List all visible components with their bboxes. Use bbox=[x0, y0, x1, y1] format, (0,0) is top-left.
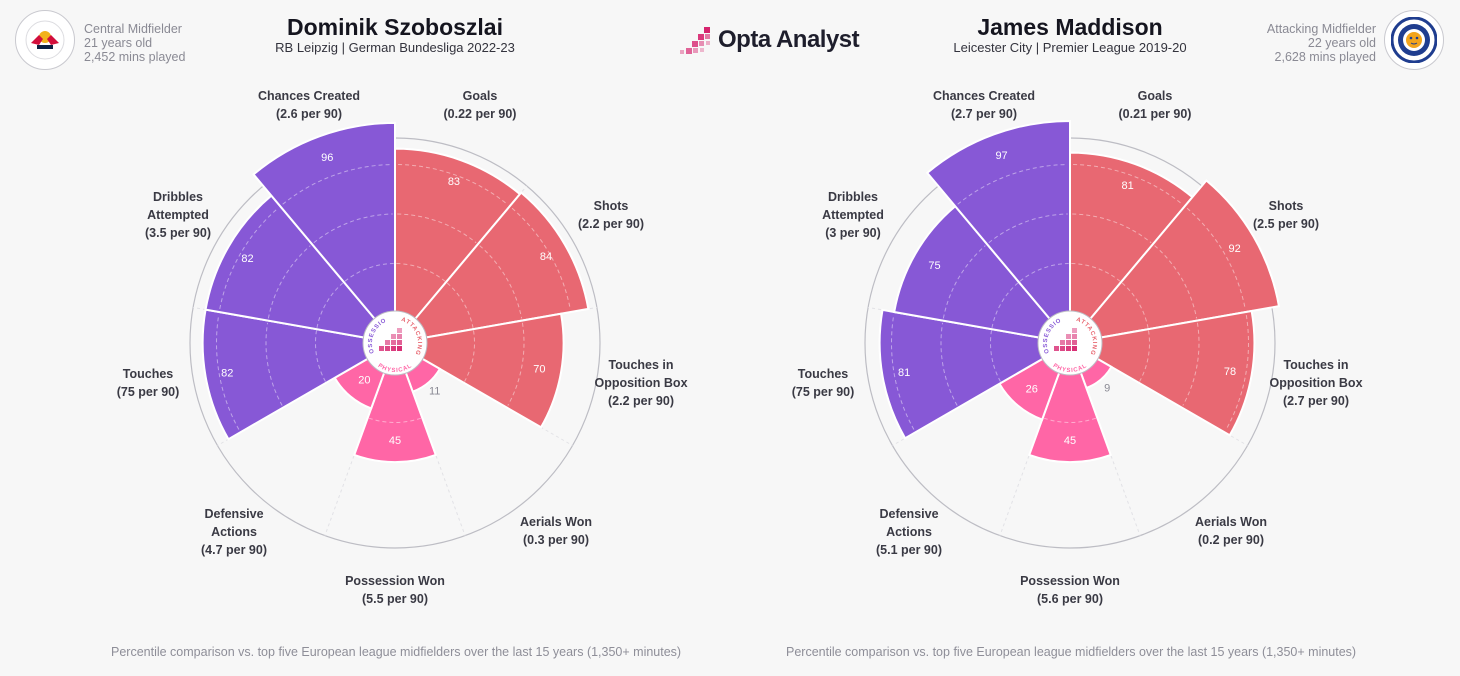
right-category-label-aerials-won: Aerials Won (0.2 per 90) bbox=[1195, 515, 1267, 547]
left-category-label-touches: Touches (75 per 90) bbox=[117, 367, 180, 399]
left-category-label-defensive-actions: Defensive Actions (4.7 per 90) bbox=[201, 507, 267, 557]
left-bar-gridline bbox=[511, 207, 571, 310]
left-chart-footnote: Percentile comparison vs. top five Europ… bbox=[111, 645, 682, 659]
left-player-age: 21 years old bbox=[84, 36, 153, 50]
left-value-label: 82 bbox=[221, 368, 233, 380]
right-player-position: Attacking Midfielder bbox=[1266, 22, 1376, 36]
right-bar-gridline bbox=[1154, 245, 1198, 319]
left-category-label-touches-in-opposition-box: Touches in Opposition Box (2.2 per 90) bbox=[594, 358, 687, 408]
right-player-subtitle: Leicester City | Premier League 2019-20 bbox=[953, 40, 1187, 55]
left-category-label-dribbles-attempted: Dribbles Attempted (3.5 per 90) bbox=[145, 190, 211, 240]
left-value-label: 84 bbox=[540, 251, 552, 263]
left-bar-gridline bbox=[479, 245, 523, 319]
right-category-label-possession-won: Possession Won (5.6 per 90) bbox=[1020, 574, 1120, 606]
right-bar-gridline bbox=[1225, 314, 1249, 430]
left-category-label-possession-won: Possession Won (5.5 per 90) bbox=[345, 574, 445, 606]
right-player-age: 22 years old bbox=[1307, 36, 1376, 50]
left-bar-gridline bbox=[313, 213, 393, 244]
right-category-label-touches: Touches (75 per 90) bbox=[792, 367, 855, 399]
left-player-radar-chart: 838470114520828296POSSESSIONATTACKINGPHY… bbox=[117, 76, 688, 606]
right-value-label: 81 bbox=[898, 367, 910, 379]
left-spoke bbox=[404, 371, 466, 536]
left-bar-gridline bbox=[267, 245, 311, 319]
right-value-label: 97 bbox=[995, 150, 1007, 162]
brand-name: Opta Analyst bbox=[718, 26, 860, 53]
leicester-city-badge bbox=[1384, 10, 1444, 70]
right-value-label: 9 bbox=[1104, 382, 1110, 394]
left-value-label: 83 bbox=[448, 176, 460, 188]
right-chart-footnote: Percentile comparison vs. top five Europ… bbox=[786, 645, 1357, 659]
right-value-label: 45 bbox=[1064, 435, 1076, 447]
rb-leipzig-badge bbox=[15, 10, 75, 70]
left-player-position: Central Midfielder bbox=[84, 22, 182, 36]
left-spoke bbox=[324, 371, 386, 536]
right-bar-gridline bbox=[1073, 164, 1183, 205]
left-player-name: Dominik Szoboszlai bbox=[287, 14, 503, 40]
left-value-label: 70 bbox=[533, 363, 545, 375]
left-bar-gridline bbox=[216, 314, 240, 430]
right-player-minutes: 2,628 mins played bbox=[1274, 50, 1376, 64]
rb-leipzig-logo-icon bbox=[25, 20, 65, 60]
left-player-meta: Central Midfielder 21 years old 2,452 mi… bbox=[84, 22, 185, 64]
right-value-label: 78 bbox=[1224, 366, 1236, 378]
left-center-logo-icon bbox=[379, 328, 402, 351]
right-bar-gridline bbox=[988, 213, 1068, 244]
leicester-city-crest-icon bbox=[1391, 17, 1437, 63]
right-player-name: James Maddison bbox=[977, 14, 1163, 40]
right-value-label: 75 bbox=[928, 260, 940, 272]
left-value-label: 45 bbox=[389, 435, 401, 447]
right-bar-gridline bbox=[1186, 207, 1246, 310]
left-category-label-chances-created: Chances Created (2.6 per 90) bbox=[258, 89, 360, 121]
right-bar-gridline bbox=[1182, 322, 1200, 406]
right-value-label: 26 bbox=[1026, 384, 1038, 396]
left-value-label: 11 bbox=[429, 385, 440, 397]
left-category-label-shots: Shots (2.2 per 90) bbox=[578, 199, 644, 231]
left-bar-gridline bbox=[397, 213, 477, 244]
left-player-subtitle: RB Leipzig | German Bundesliga 2022-23 bbox=[275, 40, 515, 55]
left-value-label: 20 bbox=[358, 374, 370, 386]
right-category-label-touches-in-opposition-box: Touches in Opposition Box (2.7 per 90) bbox=[1269, 358, 1362, 408]
left-player-minutes: 2,452 mins played bbox=[84, 50, 186, 64]
right-value-label: 81 bbox=[1121, 180, 1133, 192]
left-center-label: PHYSICAL bbox=[377, 363, 414, 374]
left-value-label: 82 bbox=[241, 253, 253, 265]
right-player-meta: Attacking Midfielder 22 years old 2,628 … bbox=[1267, 22, 1376, 64]
right-category-label-goals: Goals (0.21 per 90) bbox=[1119, 89, 1192, 121]
right-bar-gridline bbox=[940, 322, 958, 406]
right-category-label-defensive-actions: Defensive Actions (5.1 per 90) bbox=[876, 507, 942, 557]
right-center-label: PHYSICAL bbox=[1052, 363, 1089, 374]
opta-analyst-logo: Opta Analyst bbox=[680, 24, 860, 56]
right-category-label-chances-created: Chances Created (2.7 per 90) bbox=[933, 89, 1035, 121]
left-bar-gridline bbox=[265, 322, 283, 406]
right-bar-gridline bbox=[1072, 213, 1152, 244]
right-category-label-shots: Shots (2.5 per 90) bbox=[1253, 199, 1319, 231]
right-bar-gridline bbox=[942, 245, 986, 319]
left-category-label-goals: Goals (0.22 per 90) bbox=[444, 89, 517, 121]
right-spoke bbox=[1079, 371, 1141, 536]
right-player-radar-chart: 81927894526817597POSSESSIONATTACKINGPHYS… bbox=[792, 76, 1363, 606]
left-value-label: 96 bbox=[321, 152, 333, 164]
right-spoke bbox=[999, 371, 1061, 536]
right-bar-gridline bbox=[957, 164, 1067, 205]
right-value-label: 92 bbox=[1229, 243, 1241, 255]
left-spoke bbox=[420, 357, 573, 446]
left-bar-gridline bbox=[398, 164, 508, 205]
right-center-logo-icon bbox=[1054, 328, 1077, 351]
left-bar-gridline bbox=[507, 322, 525, 406]
left-bar-gridline bbox=[282, 164, 392, 205]
left-category-label-aerials-won: Aerials Won (0.3 per 90) bbox=[520, 515, 592, 547]
opta-pixel-logo-icon bbox=[680, 27, 710, 54]
left-bar-gridline bbox=[219, 207, 279, 310]
right-category-label-dribbles-attempted: Dribbles Attempted (3 per 90) bbox=[822, 190, 884, 240]
right-bar-gridline bbox=[891, 314, 915, 430]
